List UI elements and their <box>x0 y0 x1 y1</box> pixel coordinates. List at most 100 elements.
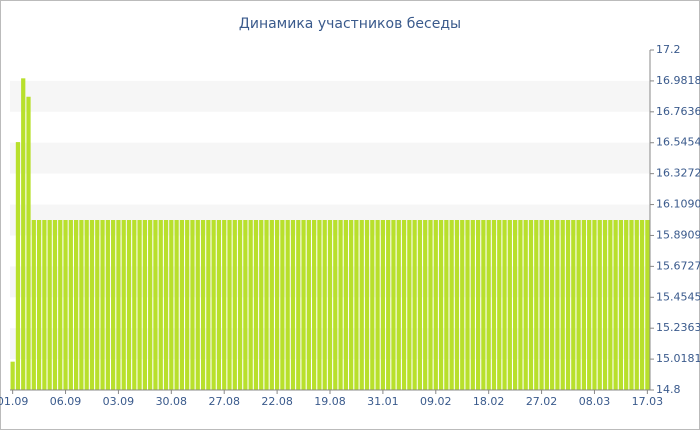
bar <box>333 220 338 390</box>
bar <box>264 220 269 390</box>
x-tick-label: 06.09 <box>50 395 82 408</box>
bar <box>185 220 190 390</box>
bar <box>428 220 433 390</box>
bar <box>232 220 237 390</box>
bar <box>523 220 528 390</box>
grid-band <box>10 80 650 112</box>
x-tick-label: 18.02 <box>473 395 505 408</box>
bar <box>565 220 571 390</box>
bar <box>613 220 618 390</box>
bar <box>227 220 232 390</box>
bar <box>454 220 460 390</box>
bar <box>587 220 592 390</box>
bar <box>386 220 391 390</box>
x-tick-label: 31.01 <box>367 395 399 408</box>
bar <box>624 220 629 390</box>
bar <box>322 220 327 390</box>
x-tick-label: 19.08 <box>314 395 346 408</box>
bar <box>259 220 264 390</box>
bar <box>312 220 317 390</box>
bar <box>248 220 253 390</box>
x-tick-label: 08.03 <box>579 395 611 408</box>
bar <box>285 220 290 390</box>
bar <box>560 220 565 390</box>
bar <box>396 220 401 390</box>
bar <box>354 220 359 390</box>
x-tick-label: 27.08 <box>208 395 240 408</box>
bar <box>169 220 174 390</box>
bar <box>571 220 576 390</box>
bar <box>216 220 222 390</box>
bar <box>629 220 634 390</box>
x-tick-label: 22.08 <box>261 395 293 408</box>
x-tick-label: 03.09 <box>103 395 135 408</box>
bar <box>174 220 179 390</box>
bar <box>380 220 386 390</box>
bar <box>608 220 613 390</box>
bar <box>423 220 428 390</box>
x-tick-label: 01.09 <box>0 395 28 408</box>
x-tick-label: 30.08 <box>156 395 188 408</box>
bar <box>359 220 364 390</box>
bar <box>100 220 105 390</box>
bar <box>206 220 211 390</box>
bar <box>116 220 121 390</box>
y-tick-label: 16.3272 <box>656 167 700 180</box>
bar <box>89 220 95 390</box>
y-tick-label: 15.0181 <box>656 352 700 365</box>
bar <box>15 142 21 390</box>
bar <box>52 220 58 390</box>
bar <box>306 220 311 390</box>
bar <box>407 220 412 390</box>
bar <box>364 220 370 390</box>
bar <box>36 220 42 390</box>
bar <box>68 220 73 390</box>
bar <box>200 220 206 390</box>
y-tick-label: 16.1090 <box>656 198 700 211</box>
y-tick-label: 15.6727 <box>656 259 700 272</box>
bar <box>121 220 126 390</box>
bar <box>502 220 507 390</box>
bar <box>338 220 343 390</box>
bar <box>253 220 259 390</box>
y-tick-label: 16.9818 <box>656 74 700 87</box>
bar <box>79 220 84 390</box>
bar <box>576 220 581 390</box>
y-tick-label: 14.8 <box>656 383 681 396</box>
bar <box>296 220 301 390</box>
bar <box>507 220 512 390</box>
bar <box>497 220 502 390</box>
y-tick-label: 15.4545 <box>656 290 700 303</box>
x-tick-label: 17.03 <box>632 395 664 408</box>
bar <box>486 220 491 390</box>
bar <box>142 220 147 390</box>
bar <box>195 220 200 390</box>
bar <box>280 220 285 390</box>
grid-band <box>10 142 650 174</box>
bar <box>153 220 158 390</box>
bar <box>63 220 68 390</box>
bar <box>602 220 608 390</box>
bar <box>539 220 544 390</box>
bar <box>417 220 423 390</box>
bar <box>21 78 26 390</box>
bar <box>597 220 602 390</box>
bar <box>179 220 185 390</box>
bar <box>534 220 539 390</box>
bar <box>513 220 518 390</box>
bar <box>343 220 348 390</box>
bar <box>544 220 549 390</box>
bar <box>105 220 110 390</box>
bar <box>47 220 52 390</box>
bar <box>401 220 407 390</box>
bar <box>42 220 47 390</box>
bar <box>375 220 380 390</box>
y-tick-label: 17.2 <box>656 43 681 56</box>
bar <box>190 220 195 390</box>
bar <box>460 220 465 390</box>
y-tick-label: 16.7636 <box>656 105 700 118</box>
x-tick-label: 27.02 <box>526 395 558 408</box>
bar <box>438 220 444 390</box>
chart-title: Динамика участников беседы <box>239 16 461 32</box>
